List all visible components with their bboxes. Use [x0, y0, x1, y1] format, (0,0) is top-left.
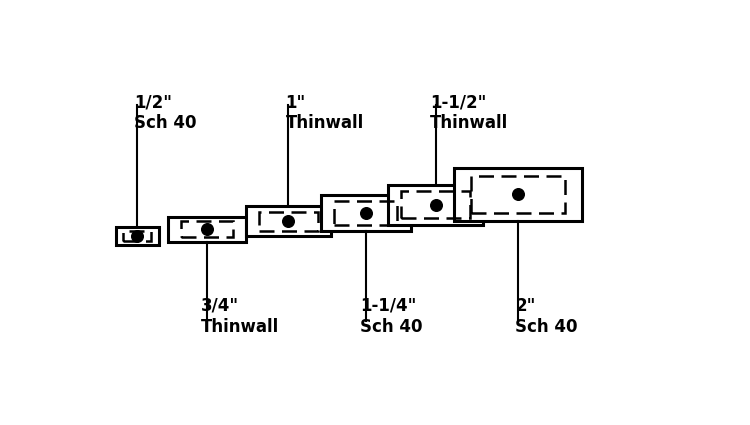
Bar: [116, 227, 159, 245]
Text: 1/2"
Sch 40: 1/2" Sch 40: [134, 94, 197, 132]
Bar: [454, 168, 582, 221]
Bar: [246, 207, 331, 236]
Bar: [260, 212, 317, 231]
Text: 2"
Sch 40: 2" Sch 40: [515, 297, 578, 336]
Point: [201, 226, 213, 233]
Bar: [181, 221, 233, 237]
Bar: [168, 217, 246, 242]
Bar: [321, 196, 411, 231]
Bar: [471, 176, 566, 212]
Point: [512, 191, 524, 198]
Text: 1-1/2"
Thinwall: 1-1/2" Thinwall: [430, 94, 508, 132]
Text: 3/4"
Thinwall: 3/4" Thinwall: [201, 297, 280, 336]
Text: 1-1/4"
Sch 40: 1-1/4" Sch 40: [360, 297, 422, 336]
Point: [430, 201, 442, 208]
Point: [360, 210, 372, 216]
Point: [283, 218, 295, 224]
Bar: [334, 201, 398, 225]
Bar: [124, 231, 152, 241]
Text: 1"
Thinwall: 1" Thinwall: [286, 94, 364, 132]
Bar: [388, 185, 484, 225]
Point: [131, 232, 143, 239]
Bar: [401, 191, 470, 218]
